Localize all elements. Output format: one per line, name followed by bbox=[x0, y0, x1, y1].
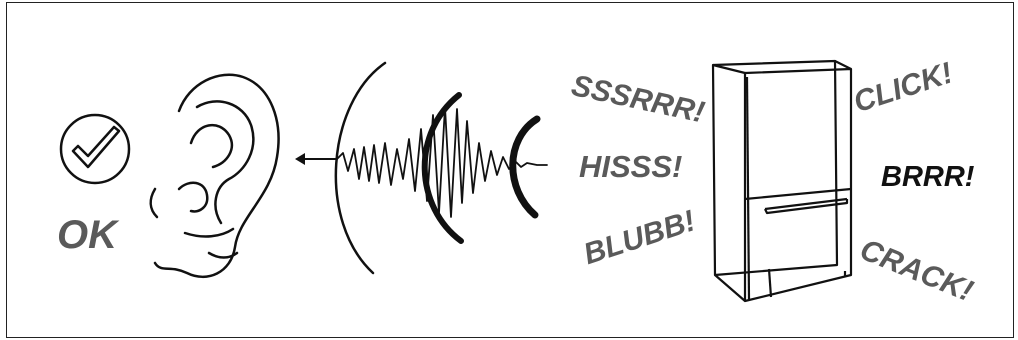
sound-word-brrr: BRRR! bbox=[881, 161, 975, 193]
left-arrow-icon bbox=[295, 153, 337, 165]
illustration-art bbox=[59, 59, 853, 303]
ok-label: OK bbox=[57, 213, 117, 257]
illustration-frame: OK SSSRRR! HISSS! BLUBB! CLICK! BRRR! CR… bbox=[6, 2, 1014, 338]
checkmark-circle-icon bbox=[59, 113, 131, 185]
ear-icon bbox=[149, 73, 280, 278]
sound-word-hisss: HISSS! bbox=[579, 149, 683, 184]
sound-wave-icon bbox=[334, 61, 548, 275]
fridge-icon bbox=[711, 59, 853, 303]
